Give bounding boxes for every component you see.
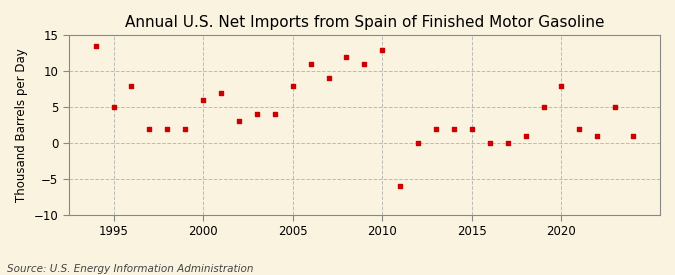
Title: Annual U.S. Net Imports from Spain of Finished Motor Gasoline: Annual U.S. Net Imports from Spain of Fi… <box>125 15 604 30</box>
Point <box>377 48 387 52</box>
Point <box>359 62 370 66</box>
Point <box>90 44 101 48</box>
Point <box>234 119 244 123</box>
Point <box>215 90 226 95</box>
Point <box>288 83 298 88</box>
Point <box>431 126 441 131</box>
Point <box>162 126 173 131</box>
Point <box>252 112 263 116</box>
Point <box>466 126 477 131</box>
Point <box>144 126 155 131</box>
Point <box>520 134 531 138</box>
Point <box>180 126 190 131</box>
Point <box>198 98 209 102</box>
Point <box>323 76 334 81</box>
Point <box>126 83 137 88</box>
Point <box>556 83 567 88</box>
Point <box>341 55 352 59</box>
Point <box>502 141 513 145</box>
Point <box>395 184 406 188</box>
Point <box>574 126 585 131</box>
Point <box>628 134 639 138</box>
Point <box>592 134 603 138</box>
Point <box>269 112 280 116</box>
Point <box>610 105 620 109</box>
Point <box>538 105 549 109</box>
Point <box>449 126 460 131</box>
Point <box>485 141 495 145</box>
Text: Source: U.S. Energy Information Administration: Source: U.S. Energy Information Administ… <box>7 264 253 274</box>
Point <box>412 141 423 145</box>
Point <box>108 105 119 109</box>
Y-axis label: Thousand Barrels per Day: Thousand Barrels per Day <box>15 48 28 202</box>
Point <box>305 62 316 66</box>
